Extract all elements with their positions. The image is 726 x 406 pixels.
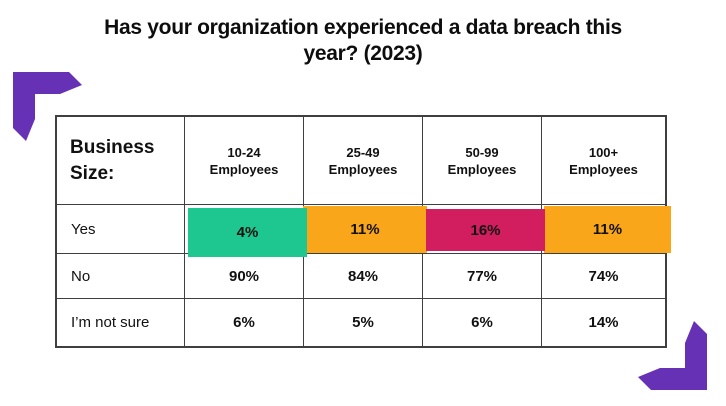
- cell-not-sure-100plus: 14%: [588, 314, 619, 331]
- cell-no-50-99: 77%: [423, 254, 542, 299]
- highlight-cell-yes-10-24: 4%: [188, 208, 307, 257]
- page-title-line1: Has your organization experienced a data…: [104, 16, 622, 39]
- header-10-24-unit: Employees: [209, 161, 279, 177]
- header-cell-100plus: 100+ Employees: [542, 117, 665, 205]
- corner-bracket-bottom-right-icon: [638, 321, 707, 390]
- header-100plus-unit: Employees: [569, 161, 638, 177]
- row-label-yes: Yes: [57, 205, 185, 254]
- cell-not-sure-25-49: 5%: [304, 299, 423, 346]
- cell-not-sure-10-24: 6%: [185, 299, 304, 346]
- corner-bracket-top-left-icon: [13, 72, 82, 141]
- header-25-49-unit: Employees: [328, 161, 398, 177]
- cell-no-100plus: 74%: [542, 254, 665, 299]
- header-cell-10-24: 10-24 Employees: [185, 117, 304, 205]
- header-cell-25-49: 25-49 Employees: [304, 117, 423, 205]
- highlight-cell-yes-25-49: 11%: [303, 206, 427, 253]
- cell-no-10-24: 90%: [185, 254, 304, 299]
- header-10-24-range: 10-24: [227, 144, 261, 160]
- header-25-49-range: 25-49: [346, 144, 380, 160]
- row-label-no: No: [57, 254, 185, 299]
- cell-yes-100plus-bg: [542, 205, 665, 254]
- page-title: Has your organization experienced a data…: [0, 15, 726, 67]
- corner-header-business-size: Business Size:: [57, 117, 185, 205]
- row-label-not-sure: I’m not sure: [57, 299, 185, 346]
- data-breach-table: Business Size: 10-24 Employees 25-49 Emp…: [55, 115, 671, 348]
- header-100plus-range: 100+: [588, 144, 619, 160]
- highlight-cell-yes-100plus: 11%: [544, 206, 671, 253]
- page-title-line2: year? (2023): [303, 42, 423, 65]
- header-50-99-range: 50-99: [465, 144, 499, 160]
- highlight-cell-yes-50-99: 16%: [426, 209, 545, 251]
- cell-no-25-49: 84%: [304, 254, 423, 299]
- header-cell-50-99: 50-99 Employees: [423, 117, 542, 205]
- header-50-99-unit: Employees: [447, 161, 517, 177]
- cell-not-sure-50-99: 6%: [423, 299, 542, 346]
